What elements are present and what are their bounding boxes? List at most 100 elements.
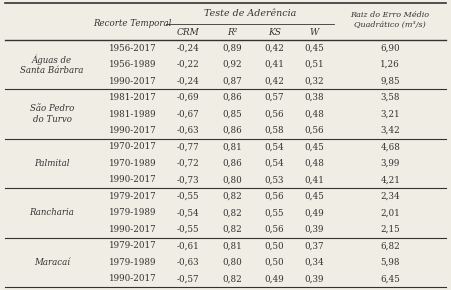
Text: 0,51: 0,51 (304, 60, 324, 69)
Text: 0,41: 0,41 (304, 175, 324, 184)
Text: 0,50: 0,50 (264, 241, 284, 250)
Text: 0,50: 0,50 (264, 258, 284, 267)
Text: 1970-1989: 1970-1989 (109, 159, 156, 168)
Text: 0,56: 0,56 (264, 110, 284, 119)
Text: -0,54: -0,54 (176, 209, 199, 218)
Text: 1981-1989: 1981-1989 (109, 110, 156, 119)
Text: 0,54: 0,54 (264, 159, 284, 168)
Text: 0,45: 0,45 (304, 142, 324, 151)
Text: 0,56: 0,56 (264, 225, 284, 234)
Text: 0,38: 0,38 (304, 93, 324, 102)
Text: -0,55: -0,55 (177, 192, 199, 201)
Text: 0,92: 0,92 (222, 60, 242, 69)
Text: W: W (309, 28, 318, 37)
Text: 0,39: 0,39 (304, 225, 324, 234)
Text: R²: R² (227, 28, 237, 37)
Text: 0,55: 0,55 (264, 209, 284, 218)
Text: 0,32: 0,32 (304, 77, 324, 86)
Text: 6,82: 6,82 (380, 241, 400, 250)
Text: -0,77: -0,77 (176, 142, 199, 151)
Text: 1979-2017: 1979-2017 (109, 241, 156, 250)
Text: 0,82: 0,82 (222, 192, 242, 201)
Text: 2,15: 2,15 (380, 225, 400, 234)
Text: 0,56: 0,56 (304, 126, 324, 135)
Text: 0,82: 0,82 (222, 225, 242, 234)
Text: -0,63: -0,63 (177, 258, 199, 267)
Text: Rancharia: Rancharia (30, 209, 74, 218)
Text: 0,53: 0,53 (264, 175, 284, 184)
Text: -0,61: -0,61 (176, 241, 199, 250)
Text: 0,37: 0,37 (304, 241, 324, 250)
Text: -0,24: -0,24 (176, 77, 199, 86)
Text: 1956-2017: 1956-2017 (109, 44, 156, 52)
Text: 0,89: 0,89 (222, 44, 242, 52)
Text: 4,21: 4,21 (380, 175, 400, 184)
Text: 0,45: 0,45 (304, 44, 324, 52)
Text: 0,34: 0,34 (304, 258, 324, 267)
Text: 1990-2017: 1990-2017 (109, 77, 156, 86)
Text: 9,85: 9,85 (380, 77, 400, 86)
Text: 6,90: 6,90 (380, 44, 400, 52)
Text: -0,24: -0,24 (176, 44, 199, 52)
Text: -0,69: -0,69 (177, 93, 199, 102)
Text: 0,81: 0,81 (222, 241, 242, 250)
Text: 6,45: 6,45 (380, 274, 400, 283)
Text: 3,99: 3,99 (381, 159, 400, 168)
Text: 1990-2017: 1990-2017 (109, 225, 156, 234)
Text: Teste de Aderência: Teste de Aderência (204, 10, 296, 19)
Text: 0,82: 0,82 (222, 274, 242, 283)
Text: KS: KS (268, 28, 281, 37)
Text: 1979-1989: 1979-1989 (109, 209, 156, 218)
Text: 1990-2017: 1990-2017 (109, 126, 156, 135)
Text: 0,85: 0,85 (222, 110, 242, 119)
Text: 0,49: 0,49 (264, 274, 284, 283)
Text: 0,45: 0,45 (304, 192, 324, 201)
Text: -0,55: -0,55 (177, 225, 199, 234)
Text: 1956-1989: 1956-1989 (109, 60, 156, 69)
Text: 2,34: 2,34 (380, 192, 400, 201)
Text: 0,39: 0,39 (304, 274, 324, 283)
Text: 1979-1989: 1979-1989 (109, 258, 156, 267)
Text: 0,58: 0,58 (264, 126, 284, 135)
Text: 0,54: 0,54 (264, 142, 284, 151)
Text: 1979-2017: 1979-2017 (109, 192, 156, 201)
Text: 1990-2017: 1990-2017 (109, 274, 156, 283)
Text: São Pedro
do Turvo: São Pedro do Turvo (30, 104, 74, 124)
Text: 3,42: 3,42 (380, 126, 400, 135)
Text: 5,98: 5,98 (380, 258, 400, 267)
Text: 0,56: 0,56 (264, 192, 284, 201)
Text: 0,48: 0,48 (304, 110, 324, 119)
Text: CRM: CRM (176, 28, 199, 37)
Text: 1990-2017: 1990-2017 (109, 175, 156, 184)
Text: 0,48: 0,48 (304, 159, 324, 168)
Text: -0,63: -0,63 (177, 126, 199, 135)
Text: 0,86: 0,86 (222, 126, 242, 135)
Text: 0,80: 0,80 (222, 175, 242, 184)
Text: 3,58: 3,58 (380, 93, 400, 102)
Text: -0,67: -0,67 (176, 110, 199, 119)
Text: 0,81: 0,81 (222, 142, 242, 151)
Text: -0,72: -0,72 (176, 159, 199, 168)
Text: 1981-2017: 1981-2017 (109, 93, 156, 102)
Text: 1,26: 1,26 (380, 60, 400, 69)
Text: -0,57: -0,57 (177, 274, 199, 283)
Text: 0,86: 0,86 (222, 93, 242, 102)
Text: Raiz do Erro Médio
Quadrático (m³/s): Raiz do Erro Médio Quadrático (m³/s) (350, 11, 430, 28)
Text: Recorte Temporal: Recorte Temporal (93, 19, 172, 28)
Text: 1970-2017: 1970-2017 (109, 142, 156, 151)
Text: 0,57: 0,57 (264, 93, 284, 102)
Text: -0,22: -0,22 (176, 60, 199, 69)
Text: 0,87: 0,87 (222, 77, 242, 86)
Text: 0,41: 0,41 (264, 60, 284, 69)
Text: 0,42: 0,42 (264, 77, 284, 86)
Text: Águas de
Santa Bárbara: Águas de Santa Bárbara (20, 54, 84, 75)
Text: 2,01: 2,01 (380, 209, 400, 218)
Text: -0,73: -0,73 (177, 175, 199, 184)
Text: 0,49: 0,49 (304, 209, 324, 218)
Text: Maracaí: Maracaí (34, 258, 70, 267)
Text: 0,80: 0,80 (222, 258, 242, 267)
Text: 0,86: 0,86 (222, 159, 242, 168)
Text: 0,42: 0,42 (264, 44, 284, 52)
Text: 0,82: 0,82 (222, 209, 242, 218)
Text: 3,21: 3,21 (380, 110, 400, 119)
